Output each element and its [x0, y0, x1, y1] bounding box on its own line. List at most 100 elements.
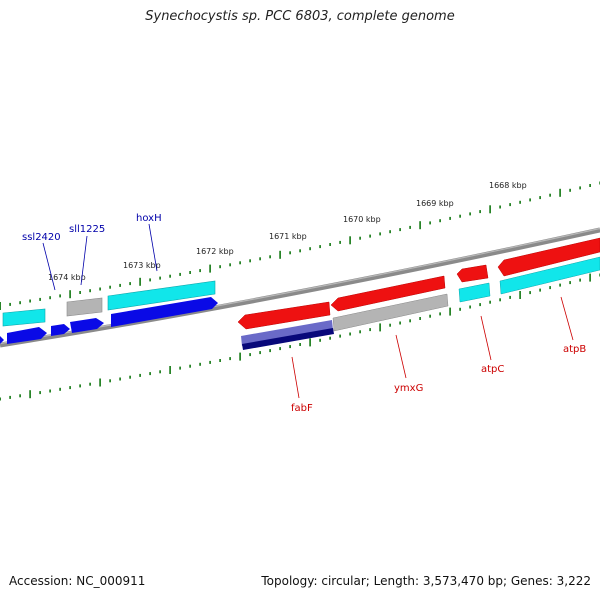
- gene-label-sll1225[interactable]: sll1225: [69, 224, 105, 235]
- minor-tick: [19, 301, 21, 305]
- minor-tick: [249, 259, 251, 263]
- major-tick: [489, 205, 491, 214]
- minor-tick: [149, 372, 151, 376]
- minor-tick: [219, 359, 221, 362]
- kbp-label: 1669 kbp: [416, 199, 454, 208]
- minor-tick: [539, 196, 541, 200]
- kbp-label: 1670 kbp: [343, 215, 381, 224]
- major-tick: [419, 221, 421, 230]
- kbp-label: 1672 kbp: [196, 247, 234, 256]
- major-tick: [589, 273, 591, 282]
- minor-tick: [579, 186, 581, 190]
- minor-tick: [59, 294, 61, 298]
- minor-tick: [189, 271, 191, 274]
- gene-blue-edge[interactable]: [0, 336, 4, 344]
- minor-tick: [259, 257, 261, 261]
- scale-ticks: [0, 181, 600, 401]
- minor-tick: [499, 298, 501, 302]
- gene-label-ymxg[interactable]: ymxG: [394, 383, 423, 394]
- gene-blue-4[interactable]: [111, 297, 218, 327]
- minor-tick: [289, 251, 291, 255]
- major-tick: [349, 236, 351, 245]
- minor-tick: [179, 272, 181, 276]
- minor-tick: [9, 395, 11, 399]
- major-tick: [69, 290, 71, 299]
- minor-tick: [109, 285, 111, 289]
- gene-ymxg[interactable]: [330, 275, 446, 312]
- minor-tick: [409, 225, 411, 229]
- minor-tick: [269, 255, 271, 259]
- minor-tick: [459, 214, 461, 218]
- gene-label-fabf[interactable]: fabF: [291, 403, 313, 414]
- major-tick: [29, 390, 31, 399]
- kbp-label: 1674 kbp: [48, 273, 86, 282]
- minor-tick: [219, 265, 221, 269]
- gene-blue-1[interactable]: [7, 327, 47, 344]
- gene-label-atpb[interactable]: atpB: [563, 344, 586, 355]
- gene-grey-2[interactable]: [332, 293, 449, 332]
- minor-tick: [329, 336, 331, 340]
- gene-hoxh[interactable]: [107, 280, 216, 311]
- minor-tick: [429, 221, 431, 225]
- minor-tick: [49, 389, 51, 393]
- minor-tick: [379, 232, 381, 236]
- gene-label-ssl2420[interactable]: ssl2420: [22, 232, 61, 243]
- minor-tick: [309, 247, 311, 251]
- minor-tick: [359, 236, 361, 240]
- minor-tick: [109, 379, 111, 383]
- major-tick: [279, 250, 281, 259]
- chromosome-backbone: [0, 227, 600, 348]
- minor-tick: [129, 282, 131, 286]
- major-tick: [99, 378, 101, 387]
- label-line-ymxg: [395, 334, 407, 379]
- minor-tick: [439, 219, 441, 223]
- gene-atpc[interactable]: [456, 264, 489, 283]
- gene-fabf[interactable]: [237, 301, 331, 330]
- minor-tick: [469, 305, 471, 309]
- minor-tick: [119, 377, 121, 381]
- major-tick: [139, 277, 141, 286]
- minor-tick: [479, 303, 481, 307]
- kbp-label: 1673 kbp: [123, 261, 161, 270]
- major-tick: [379, 323, 381, 332]
- gene-cyan-atpc[interactable]: [458, 282, 491, 303]
- minor-tick: [349, 332, 351, 336]
- gene-blue-2[interactable]: [51, 324, 70, 336]
- minor-tick: [269, 349, 271, 353]
- gene-purple[interactable]: [241, 320, 333, 346]
- minor-tick: [539, 288, 541, 292]
- label-line-sll1225: [80, 235, 88, 286]
- minor-tick: [399, 228, 401, 232]
- minor-tick: [469, 212, 471, 216]
- gene-cyan-left[interactable]: [2, 308, 46, 327]
- minor-tick: [89, 289, 91, 293]
- gene-blue-3[interactable]: [70, 318, 104, 333]
- minor-tick: [339, 240, 341, 244]
- gene-grey[interactable]: [66, 297, 103, 317]
- gene-navy[interactable]: [242, 328, 334, 350]
- minor-tick: [0, 397, 1, 401]
- gene-cyan-atpb[interactable]: [499, 256, 600, 295]
- minor-tick: [229, 357, 231, 361]
- kbp-label: 1671 kbp: [269, 232, 307, 241]
- minor-tick: [559, 283, 561, 287]
- minor-tick: [429, 314, 431, 318]
- minor-tick: [169, 274, 171, 278]
- gene-label-hoxh[interactable]: hoxH: [136, 213, 162, 224]
- gene-label-atpc[interactable]: atpC: [481, 364, 504, 375]
- minor-tick: [59, 387, 61, 391]
- minor-tick: [569, 281, 571, 285]
- map-title: Synechocystis sp. PCC 6803, complete gen…: [145, 9, 455, 24]
- minor-tick: [329, 243, 331, 246]
- gene-atpb[interactable]: [497, 237, 600, 277]
- minor-tick: [69, 386, 71, 390]
- genome-stats-text: Topology: circular; Length: 3,573,470 bp…: [261, 574, 591, 588]
- minor-tick: [119, 283, 121, 287]
- minor-tick: [99, 287, 101, 291]
- minor-tick: [549, 286, 551, 290]
- major-tick: [209, 264, 211, 273]
- minor-tick: [289, 345, 291, 349]
- minor-tick: [399, 321, 401, 325]
- minor-tick: [409, 319, 411, 323]
- minor-tick: [509, 295, 511, 299]
